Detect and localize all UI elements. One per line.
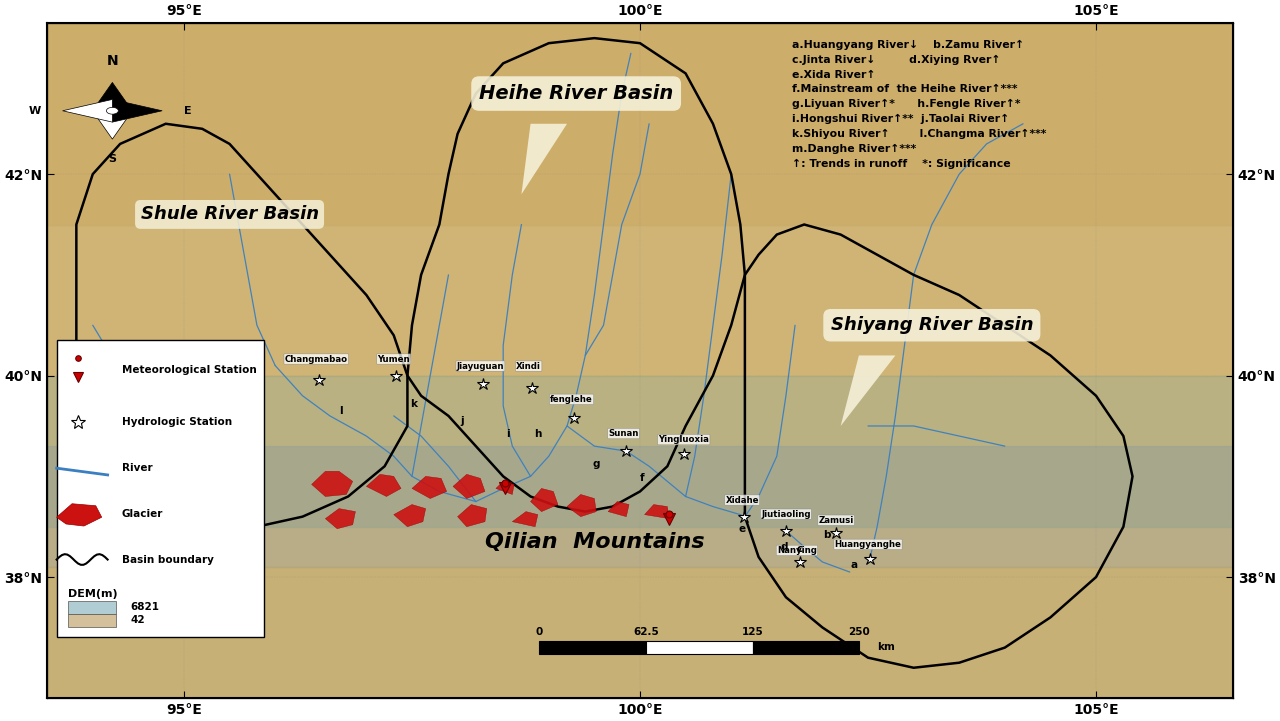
Text: Heihe River Basin: Heihe River Basin [479,84,673,103]
Polygon shape [645,505,669,518]
Text: j: j [461,416,463,426]
Polygon shape [608,502,628,517]
Text: Shule River Basin: Shule River Basin [141,205,319,224]
Bar [753,640,859,654]
Text: E: E [183,106,191,116]
Text: 6821: 6821 [131,602,159,612]
Polygon shape [512,512,538,527]
Text: k: k [411,399,417,409]
Text: g: g [593,459,600,469]
Text: 250: 250 [849,627,870,637]
Polygon shape [366,474,401,497]
Text: S: S [109,154,116,164]
Text: Glacier: Glacier [122,509,164,519]
Circle shape [106,107,118,114]
Text: 42: 42 [131,616,145,626]
Text: Nanying: Nanying [777,546,817,555]
Text: a.Huangyang River↓    b.Zamu River↑
c.Jinta River↓         d.Xiying Rver↑
e.Xida: a.Huangyang River↓ b.Zamu River↑ c.Jinta… [792,40,1046,169]
Text: 62.5: 62.5 [634,627,659,637]
Polygon shape [457,505,486,527]
Text: h: h [534,429,541,439]
Text: i: i [506,429,509,439]
Bar [69,601,116,614]
Text: a: a [851,560,858,570]
Bar [646,640,753,654]
Polygon shape [412,477,447,498]
Text: Basin boundary: Basin boundary [122,554,214,565]
Text: e: e [739,523,746,534]
Polygon shape [92,111,132,139]
Text: fenglehe: fenglehe [550,395,593,404]
Polygon shape [453,474,485,498]
Text: Dangchengwan: Dangchengwan [106,395,180,404]
Polygon shape [113,99,163,122]
Polygon shape [495,482,515,495]
Text: Shiyang River Basin: Shiyang River Basin [831,317,1033,335]
Text: m: m [168,421,178,431]
Text: Jiutiaoling: Jiutiaoling [762,510,810,518]
Polygon shape [56,504,101,526]
Text: 0: 0 [535,627,543,637]
Polygon shape [311,472,353,497]
Text: Zamusi: Zamusi [818,516,854,525]
Text: Hydrologic Station: Hydrologic Station [122,417,232,428]
Polygon shape [841,355,896,426]
Text: c: c [796,544,803,554]
Text: Meteorological Station: Meteorological Station [122,365,256,375]
Polygon shape [530,488,558,512]
Text: Huangyanghe: Huangyanghe [835,540,901,549]
Text: Yumen: Yumen [378,355,410,363]
Text: d: d [781,542,788,552]
Polygon shape [567,495,596,517]
Polygon shape [325,508,356,528]
Polygon shape [92,82,132,111]
FancyBboxPatch shape [56,340,264,637]
Text: km: km [877,642,895,653]
Text: Xidahe: Xidahe [726,495,759,505]
Text: Yingluoxia: Yingluoxia [658,435,709,444]
Text: W: W [29,106,41,116]
Text: Changmabao: Changmabao [284,355,348,363]
Text: f: f [640,474,644,483]
Text: Sunan: Sunan [608,429,639,438]
Text: b: b [823,530,831,540]
Polygon shape [394,505,426,527]
Text: 125: 125 [742,627,763,637]
Polygon shape [63,99,113,122]
Text: Qilian  Mountains: Qilian Mountains [485,532,704,552]
Text: DEM(m): DEM(m) [69,589,118,599]
Text: Jiayuguan: Jiayuguan [457,361,504,371]
Bar [69,614,116,627]
Text: Xindi: Xindi [516,361,541,371]
Bar [539,640,646,654]
Text: l: l [339,406,343,416]
Text: N: N [106,53,118,68]
Text: River: River [122,463,152,473]
Polygon shape [521,124,567,194]
